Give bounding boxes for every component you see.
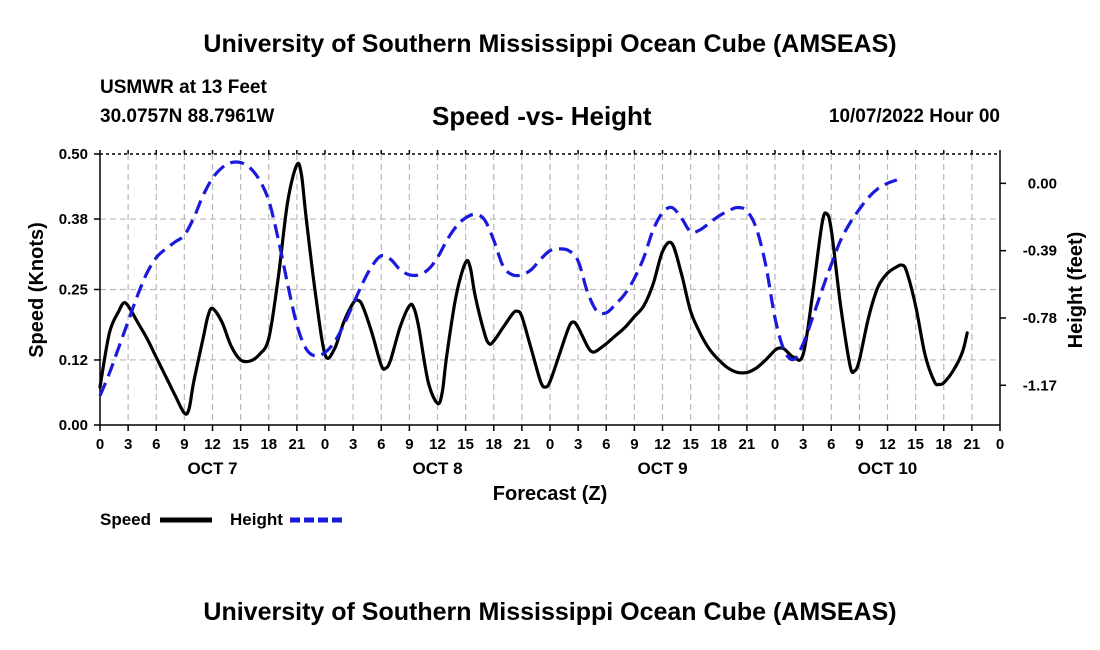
series	[98, 160, 969, 416]
x-day-label: OCT 7	[187, 459, 237, 478]
x-tick-label: 6	[152, 436, 160, 453]
y-axis-label: Speed (Knots)	[26, 222, 48, 358]
x-tick-label: 18	[935, 436, 952, 453]
station-label: USMWR at 13 Feet	[100, 77, 267, 98]
x-tick-label: 21	[289, 436, 306, 453]
x-tick-label: 12	[654, 436, 671, 453]
x-tick-label: 9	[630, 436, 638, 453]
x-tick-label: 15	[232, 436, 249, 453]
legend: Speed Height	[100, 510, 342, 529]
x-day-label: OCT 9	[637, 459, 687, 478]
x-tick-label: 0	[321, 436, 329, 453]
y-tick-label: 0.25	[59, 282, 88, 299]
x-tick-label: 9	[180, 436, 188, 453]
x-tick-label: 0	[546, 436, 554, 453]
chart-title: Speed -vs- Height	[432, 101, 652, 131]
y-tick-label: 0.50	[59, 146, 88, 163]
legend-label-height: Height	[230, 510, 283, 529]
x-tick-label: 21	[739, 436, 756, 453]
x-tick-label: 18	[260, 436, 277, 453]
y-tick-label: 0.00	[59, 417, 88, 434]
x-tick-label: 12	[429, 436, 446, 453]
x-day-label: OCT 10	[858, 459, 918, 478]
y-axis-right-label: Height (feet)	[1065, 232, 1087, 349]
x-tick-label: 15	[682, 436, 699, 453]
grid	[100, 154, 1000, 425]
x-tick-label: 12	[879, 436, 896, 453]
x-tick-label: 0	[996, 436, 1004, 453]
coordinates-label: 30.0757N 88.7961W	[100, 106, 275, 127]
axes: 0 3 6 9 12 15 18 21 0 3 6 9 12 15 18 21 0 3 6 9 12 15 18 21 0 3 6 9…	[59, 146, 1057, 478]
x-tick-label: 21	[514, 436, 531, 453]
series-line-speed	[98, 161, 969, 416]
x-day-label: OCT 8	[412, 459, 462, 478]
x-axis-label: Forecast (Z)	[493, 483, 607, 505]
series-line-height	[98, 160, 898, 397]
x-tick-label: 3	[574, 436, 582, 453]
x-tick-label: 6	[377, 436, 385, 453]
x-tick-label: 18	[485, 436, 502, 453]
x-tick-label: 21	[964, 436, 981, 453]
x-tick-label: 3	[124, 436, 132, 453]
x-tick-label: 18	[710, 436, 727, 453]
datetime-label: 10/07/2022 Hour 00	[828, 106, 1000, 127]
x-tick-label: 3	[349, 436, 357, 453]
y-right-tick-label: -0.39	[1023, 243, 1057, 260]
x-tick-label: 15	[907, 436, 924, 453]
x-tick-label: 0	[771, 436, 779, 453]
page-title: University of Southern Mississippi Ocean…	[203, 30, 897, 58]
y-tick-label: 0.12	[59, 352, 88, 369]
y-right-tick-label: -1.17	[1023, 377, 1057, 394]
x-tick-label: 9	[405, 436, 413, 453]
x-tick-label: 12	[204, 436, 221, 453]
footer-title: University of Southern Mississippi Ocean…	[203, 598, 897, 626]
x-tick-label: 9	[855, 436, 863, 453]
x-tick-label: 15	[457, 436, 474, 453]
x-tick-label: 0	[96, 436, 104, 453]
y-tick-label: 0.38	[59, 211, 88, 228]
y-right-tick-label: 0.00	[1028, 175, 1057, 192]
y-right-tick-label: -0.78	[1023, 310, 1057, 327]
legend-label-speed: Speed	[100, 510, 151, 529]
x-tick-label: 3	[799, 436, 807, 453]
x-tick-label: 6	[602, 436, 610, 453]
x-tick-label: 6	[827, 436, 835, 453]
